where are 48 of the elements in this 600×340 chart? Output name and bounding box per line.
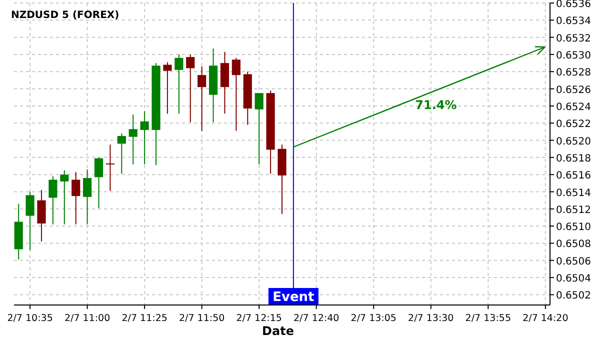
y-tick-label: 0.6520 <box>556 136 591 148</box>
y-tick-label: 0.6502 <box>556 290 591 302</box>
candlestick <box>232 57 240 132</box>
candlestick <box>198 66 206 132</box>
y-tick-label: 0.6504 <box>556 274 591 285</box>
y-tick-label: 0.6534 <box>556 16 591 28</box>
x-tick-label: 2/7 11:00 <box>64 313 110 324</box>
y-tick-label: 0.6528 <box>556 68 591 79</box>
y-tick-label: 0.6514 <box>556 188 591 199</box>
annotation: 71.4% <box>415 98 457 112</box>
x-tick-label: 2/7 13:30 <box>408 313 454 324</box>
candlestick <box>186 54 195 123</box>
y-tick-label: 0.6508 <box>556 239 591 250</box>
ref-line-label: Event <box>272 290 314 305</box>
candlestick <box>128 114 138 165</box>
y-tick-label: 0.6516 <box>556 170 591 182</box>
y-tick-label: 0.6524 <box>556 102 591 113</box>
candlestick <box>163 62 172 114</box>
y-tick-label: 0.6512 <box>556 204 591 216</box>
y-tick-label: 0.6526 <box>556 84 591 96</box>
y-tick-label: 0.6506 <box>556 256 591 268</box>
candlestick <box>106 144 114 192</box>
y-tick-label: 0.6510 <box>556 222 591 234</box>
x-tick-label: 2/7 14:20 <box>522 313 568 324</box>
x-axis-title: Date <box>262 324 294 338</box>
y-tick-label: 0.6532 <box>556 33 591 44</box>
candlestick <box>83 168 92 225</box>
y-tick-label: 0.6518 <box>556 153 591 164</box>
y-tick-label: 0.6522 <box>556 119 591 130</box>
candlestick <box>26 191 34 251</box>
x-tick-label: 2/7 11:25 <box>122 313 168 324</box>
candlestick <box>254 92 264 165</box>
candlestick <box>72 172 80 225</box>
candlestick <box>174 54 184 114</box>
candlestick <box>140 110 149 165</box>
x-tick-label: 2/7 12:15 <box>236 313 282 324</box>
x-tick-label: 2/7 10:35 <box>7 313 53 324</box>
y-tick-label: 0.6530 <box>556 50 591 62</box>
candlestick <box>60 170 69 225</box>
x-tick-label: 2/7 13:05 <box>350 313 396 324</box>
candlestick <box>117 132 126 174</box>
x-tick-label: 2/7 13:55 <box>465 313 511 324</box>
x-tick-label: 2/7 11:50 <box>178 313 225 324</box>
candlestick <box>48 176 58 225</box>
candlestick <box>94 156 104 209</box>
candlestick <box>37 190 46 242</box>
x-tick-label: 2/7 12:40 <box>294 313 340 324</box>
text: NZDUSD 5 (FOREX) <box>11 10 120 21</box>
